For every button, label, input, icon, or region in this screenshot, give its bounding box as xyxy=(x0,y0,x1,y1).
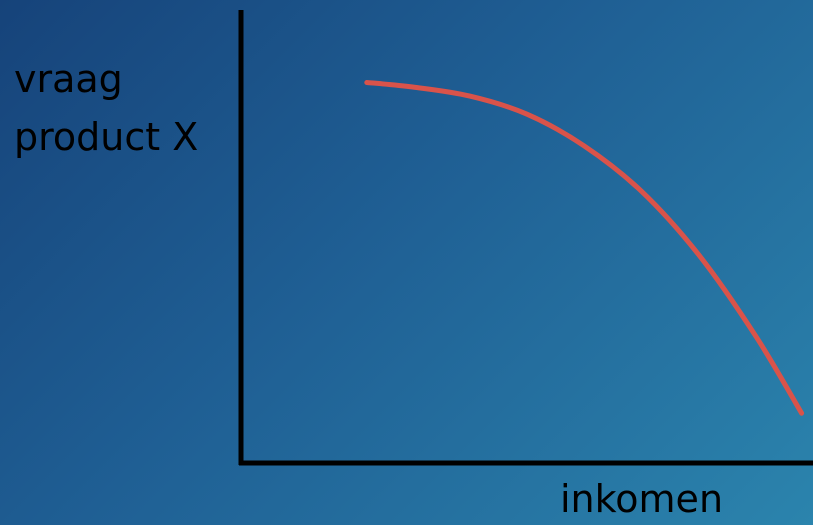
y-axis-label-line-1: vraag xyxy=(14,57,123,101)
demand-curve xyxy=(364,80,805,416)
x-axis-label: inkomen xyxy=(560,477,724,521)
y-axis-label-line-2: product X xyxy=(14,115,199,159)
